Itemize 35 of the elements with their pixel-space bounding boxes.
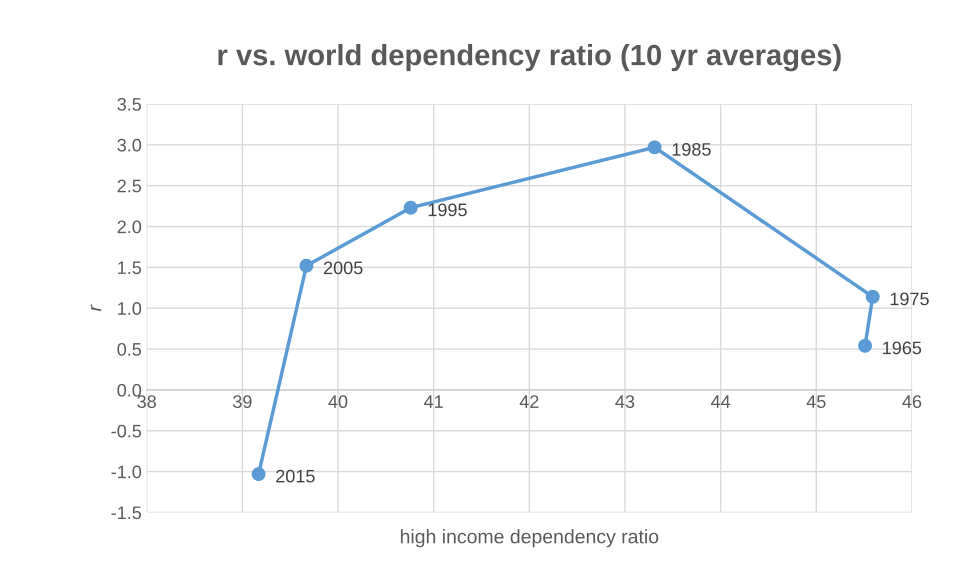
y-tick-label: 2.5: [118, 180, 142, 192]
y-tick-label: -1.5: [112, 506, 142, 520]
annotation: 1975: [890, 292, 929, 306]
x-axis-title: high income dependency ratio: [400, 529, 658, 548]
annotation: 1965: [883, 342, 922, 354]
annotation: 1985: [672, 143, 711, 156]
chart-title: r vs. world dependency ratio (10 yr averages): [218, 44, 841, 72]
y-tick-label: 1.0: [118, 302, 142, 315]
x-tick-label: 38: [137, 395, 156, 408]
y-tick-label: 3.5: [117, 98, 142, 111]
x-tick-label: 46: [902, 395, 922, 408]
y-tick-label: 0.5: [117, 343, 142, 356]
y-tick-label: 1.5: [118, 261, 142, 274]
annotation: 2005: [324, 261, 362, 274]
x-tick-label: 40: [328, 395, 348, 408]
x-tick-label: 41: [424, 395, 443, 408]
point: [866, 290, 880, 304]
y-tick-label: 2.0: [118, 220, 142, 234]
y-tick-label: -1.0: [112, 466, 142, 478]
x-tick-label: 43: [615, 395, 634, 408]
point: [404, 200, 418, 215]
annotation: 1995: [428, 203, 467, 216]
point: [858, 338, 872, 353]
point: [299, 258, 314, 273]
x-tick-label: 44: [710, 395, 730, 408]
y-tick-label: -0.5: [112, 424, 142, 438]
y-tick-label: 3.0: [117, 138, 142, 152]
x-tick-label: 42: [520, 395, 538, 408]
point: [252, 467, 266, 481]
annotation: 2015: [276, 470, 315, 483]
point: [648, 140, 662, 154]
x-tick-label: 39: [232, 395, 252, 408]
y-tick-label: 0.0: [117, 384, 142, 397]
x-tick-label: 45: [806, 395, 826, 408]
y-axis-title: r: [90, 304, 102, 312]
